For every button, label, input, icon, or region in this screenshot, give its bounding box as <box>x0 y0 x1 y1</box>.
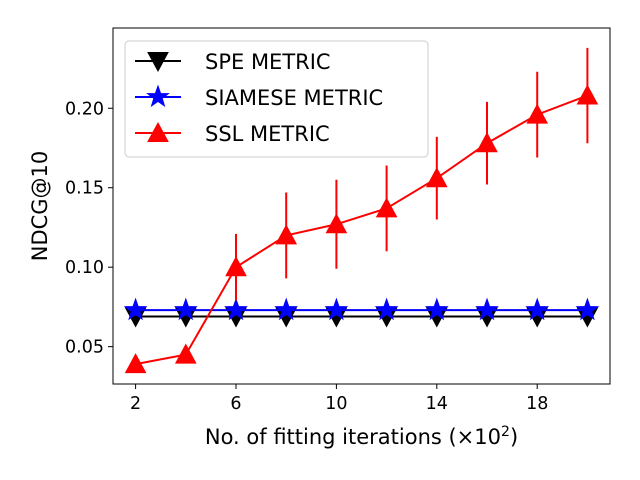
data-point <box>374 297 399 321</box>
data-point <box>123 297 148 321</box>
series-line <box>135 94 588 366</box>
data-point <box>274 297 299 321</box>
y-tick-label: 0.10 <box>65 258 104 278</box>
series-layer <box>123 47 600 374</box>
x-tick-label: 18 <box>526 394 548 414</box>
x-axis-title-superscript: 2 <box>501 424 510 440</box>
series-ssl-metric <box>124 47 599 374</box>
data-point <box>275 224 298 245</box>
y-axis-ticks: 0.05 0.10 0.15 0.20 <box>65 99 113 358</box>
data-point <box>575 297 600 321</box>
x-axis-ticks: 2 6 10 14 18 <box>130 384 548 414</box>
data-point <box>174 343 197 364</box>
y-tick-label: 0.20 <box>65 99 104 119</box>
data-point <box>425 167 448 188</box>
legend: SPE METRIC SIAMESE METRIC SSL METRIC <box>124 40 429 158</box>
x-axis-title-close: ) <box>510 425 518 449</box>
data-point <box>225 256 247 277</box>
legend-label: SIAMESE METRIC <box>205 86 383 110</box>
data-point <box>124 353 147 374</box>
y-tick-label: 0.15 <box>65 179 104 199</box>
data-point <box>475 297 499 321</box>
legend-marker <box>146 84 170 108</box>
data-point <box>476 132 498 153</box>
y-axis-title: NDCG@10 <box>28 151 52 262</box>
data-point <box>375 197 398 218</box>
legend-entry: SIAMESE METRIC <box>135 84 383 110</box>
plot-frame <box>112 27 611 385</box>
x-tick-label: 10 <box>325 394 347 414</box>
x-tick-label: 2 <box>130 394 141 414</box>
data-point <box>173 297 198 321</box>
x-tick-label: 6 <box>230 394 241 414</box>
legend-label: SPE METRIC <box>205 50 331 74</box>
x-axis-title: No. of fitting iterations (×102) <box>205 424 518 449</box>
x-tick-label: 14 <box>426 394 448 414</box>
data-point <box>324 297 349 321</box>
y-tick-label: 0.05 <box>65 338 104 358</box>
legend-entry: SPE METRIC <box>135 50 331 74</box>
data-point <box>576 84 599 105</box>
data-point <box>424 297 449 321</box>
legend-marker <box>147 121 169 142</box>
data-point <box>526 103 549 124</box>
data-point <box>325 213 348 234</box>
data-point <box>525 297 550 321</box>
legend-box <box>124 40 429 158</box>
legend-entry: SSL METRIC <box>135 121 330 146</box>
legend-label: SSL METRIC <box>205 122 330 146</box>
legend-marker <box>147 52 169 73</box>
data-point <box>224 297 248 321</box>
x-axis-title-main: No. of fitting iterations (×10 <box>205 425 501 449</box>
